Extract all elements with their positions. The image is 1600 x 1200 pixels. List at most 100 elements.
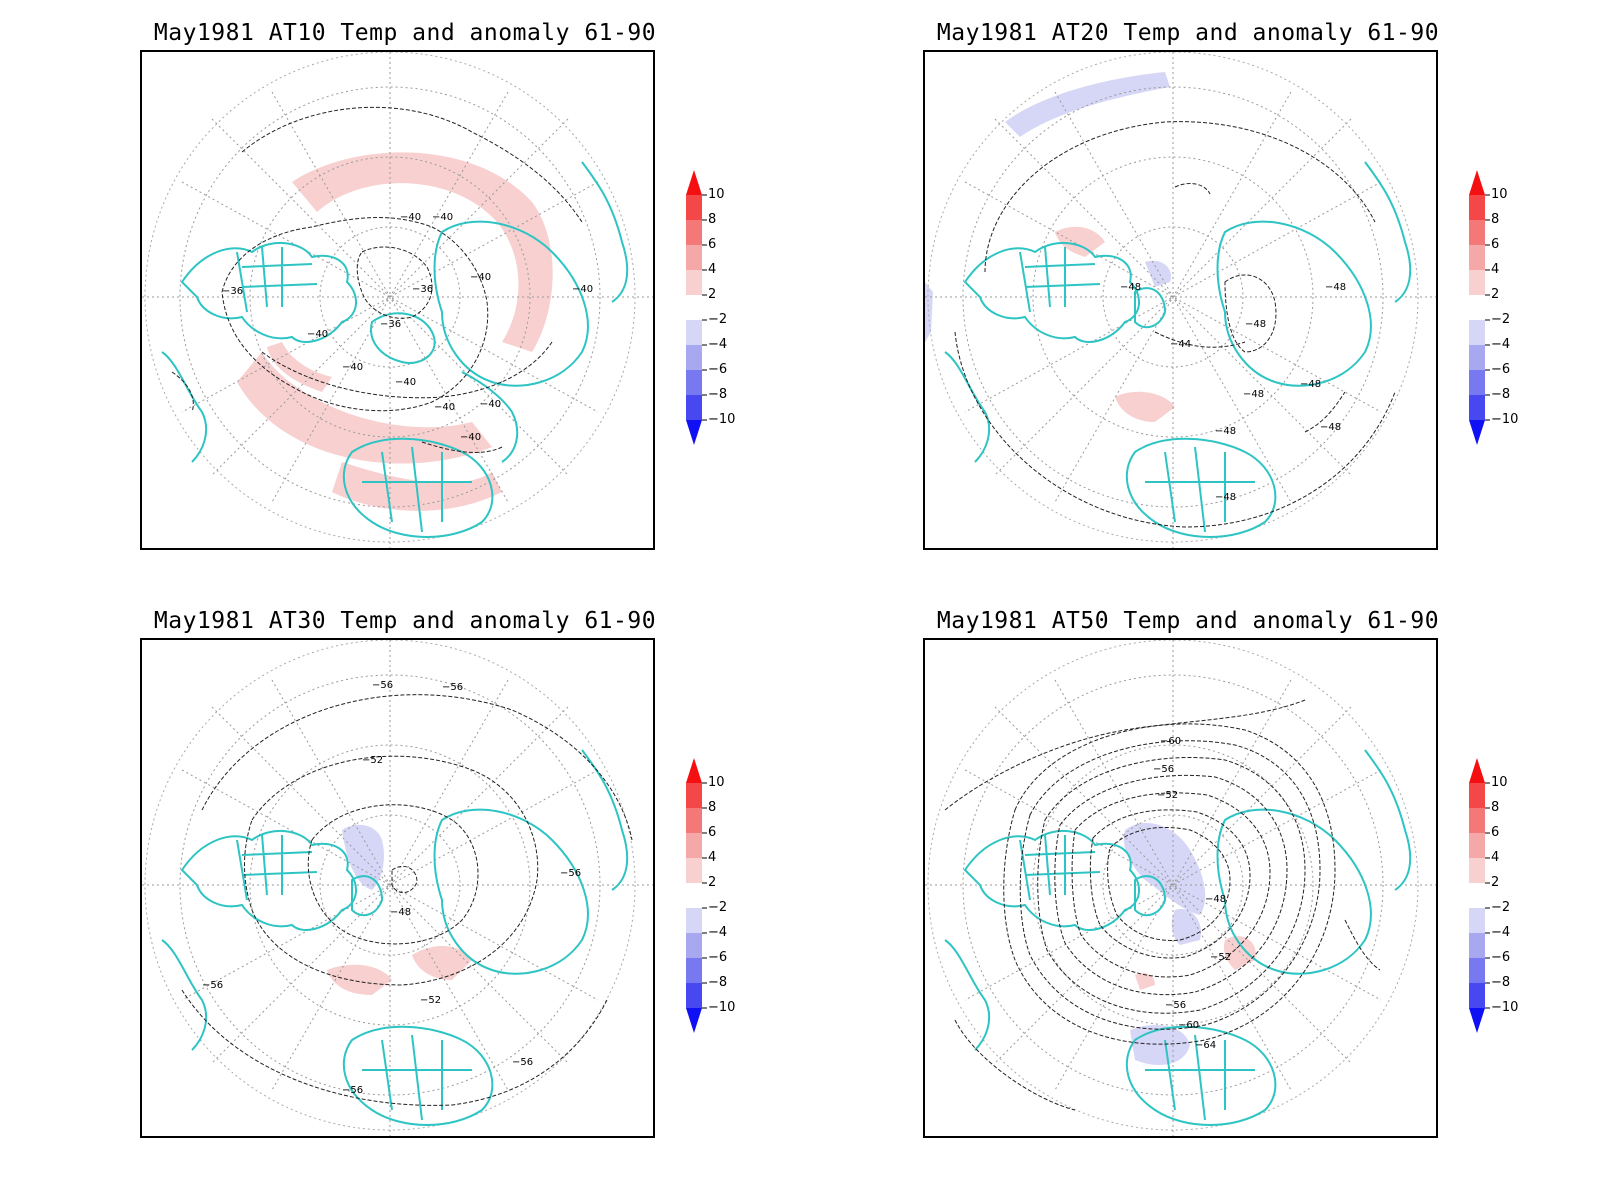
colorbar: 10 8 6 4 2 −2 −4 −6 −8 −10 — [1469, 170, 1549, 460]
colorbar-label: 8 — [1491, 800, 1500, 815]
colorbar-segment — [1469, 983, 1485, 1008]
colorbar-segment — [1469, 345, 1485, 370]
colorbar-label: 6 — [708, 237, 717, 252]
contour-label: −48 — [1320, 422, 1341, 433]
colorbar-svg — [686, 758, 707, 1033]
colorbar-segment — [686, 370, 702, 395]
polar-map[interactable]: −56 −56 −52 −48 −52 −56 −56 −56 −56 — [140, 638, 655, 1138]
colorbar: 10 8 6 4 2 −2 −4 −6 −8 −10 — [686, 758, 766, 1048]
colorbar-segment — [1469, 270, 1485, 295]
contour-label: −48 — [390, 907, 411, 918]
colorbar-segment — [1469, 320, 1485, 345]
colorbar-segment — [686, 933, 702, 958]
contour-label: −52 — [420, 995, 441, 1006]
graticule — [142, 52, 653, 548]
colorbar-label: −2 — [1491, 900, 1511, 915]
colorbar-segment — [686, 983, 702, 1008]
colorbar-label: 4 — [708, 850, 717, 865]
map-boundary — [144, 640, 636, 1131]
colorbar-label: 8 — [1491, 212, 1500, 227]
contour-labels: −60 −56 −52 −48 −52 −56 −60 −64 — [1153, 736, 1231, 1051]
contour-label: −40 — [432, 212, 453, 223]
colorbar-label: 10 — [708, 775, 725, 790]
contour-label: −40 — [470, 272, 491, 283]
colorbar-label: −8 — [708, 975, 728, 990]
colorbar-label: −6 — [708, 950, 728, 965]
colorbar-label: 4 — [708, 262, 717, 277]
colorbar-label: −6 — [708, 362, 728, 377]
contour-label: −48 — [1243, 389, 1264, 400]
polar-map[interactable]: −40 −40 −36 −36 −36 −40 −40 −40 −40 −40 … — [140, 50, 655, 550]
colorbar-label: 6 — [1491, 825, 1500, 840]
contour-label: −56 — [372, 680, 393, 691]
panel-title: May1981 AT50 Temp and anomaly 61-90 — [936, 608, 1440, 634]
polar-map[interactable]: −48 −48 −44 −48 −48 −48 −48 −48 −48 — [923, 50, 1438, 550]
contour-label: −48 — [1120, 282, 1141, 293]
contour-label: −56 — [442, 682, 463, 693]
colorbar-segment — [686, 345, 702, 370]
colorbar-label: −2 — [708, 312, 728, 327]
colorbar-label: 10 — [1491, 775, 1508, 790]
colorbar-segment — [1469, 858, 1485, 883]
colorbar-segment — [1469, 908, 1485, 933]
contour-label: −56 — [512, 1057, 533, 1068]
colorbar-label: −10 — [1491, 1000, 1519, 1015]
colorbar-arrow-bottom — [686, 420, 702, 445]
colorbar-segment — [1469, 833, 1485, 858]
colorbar-label: 2 — [708, 287, 717, 302]
colorbar-label: 8 — [708, 800, 717, 815]
contour-label: −40 — [460, 432, 481, 443]
contours — [944, 699, 1381, 1111]
colorbar-label: 4 — [1491, 850, 1500, 865]
colorbar-segment — [686, 270, 702, 295]
colorbar-segment — [686, 808, 702, 833]
colorbar-label: −4 — [708, 337, 728, 352]
colorbar-label: −4 — [1491, 337, 1511, 352]
contour-label: −48 — [1205, 894, 1226, 905]
panel-title: May1981 AT30 Temp and anomaly 61-90 — [153, 608, 657, 634]
contour-label: −36 — [412, 284, 433, 295]
polar-map[interactable]: −60 −56 −52 −48 −52 −56 −60 −64 — [923, 638, 1438, 1138]
colorbar-segment — [1469, 195, 1485, 220]
colorbar-label: 4 — [1491, 262, 1500, 277]
colorbar-label: 8 — [708, 212, 717, 227]
colorbar-segment — [686, 833, 702, 858]
colorbar-arrow-bottom — [1469, 420, 1485, 445]
panel-title: May1981 AT10 Temp and anomaly 61-90 — [153, 20, 657, 46]
contour-label: −60 — [1178, 1020, 1199, 1031]
contour-label: −52 — [362, 755, 383, 766]
colorbar-segment — [1469, 783, 1485, 808]
graticule — [142, 640, 653, 1136]
colorbar-arrow-top — [1469, 170, 1485, 195]
contour-label: −40 — [342, 362, 363, 373]
coastlines — [161, 161, 629, 538]
colorbar-label: −4 — [708, 925, 728, 940]
colorbar-arrow-bottom — [1469, 1008, 1485, 1033]
contour-label: −40 — [572, 284, 593, 295]
anomaly-shading — [327, 824, 472, 995]
colorbar-label: 2 — [708, 875, 717, 890]
contour-label: −36 — [222, 286, 243, 297]
colorbar-arrow-bottom — [686, 1008, 702, 1033]
colorbar-label: 6 — [1491, 237, 1500, 252]
colorbar-segment — [1469, 295, 1485, 320]
contour-label: −40 — [307, 329, 328, 340]
map-panel-at10: May1981 AT10 Temp and anomaly 61-90 — [140, 20, 900, 580]
panel-title: May1981 AT20 Temp and anomaly 61-90 — [936, 20, 1440, 46]
colorbar-segment — [1469, 220, 1485, 245]
colorbar-label: −10 — [1491, 412, 1519, 427]
colorbar-segment — [686, 320, 702, 345]
contours — [181, 694, 633, 1106]
colorbar-segment — [686, 220, 702, 245]
contour-label: −36 — [380, 319, 401, 330]
contour-label: −56 — [1165, 1000, 1186, 1011]
map-boundary — [927, 640, 1419, 1131]
colorbar-segment — [686, 958, 702, 983]
contour-label: −44 — [1170, 339, 1191, 350]
colorbar-segment — [1469, 933, 1485, 958]
contour-label: −40 — [400, 212, 421, 223]
map-boundary — [144, 52, 636, 543]
colorbar-svg — [1469, 758, 1490, 1033]
map-panel-at20: May1981 AT20 Temp and anomaly 61-90 — [923, 20, 1600, 580]
colorbar-label: −2 — [708, 900, 728, 915]
